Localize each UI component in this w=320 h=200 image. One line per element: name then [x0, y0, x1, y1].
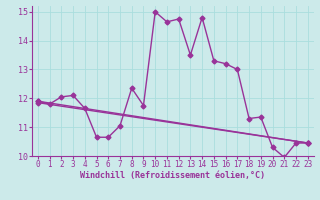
- X-axis label: Windchill (Refroidissement éolien,°C): Windchill (Refroidissement éolien,°C): [80, 171, 265, 180]
